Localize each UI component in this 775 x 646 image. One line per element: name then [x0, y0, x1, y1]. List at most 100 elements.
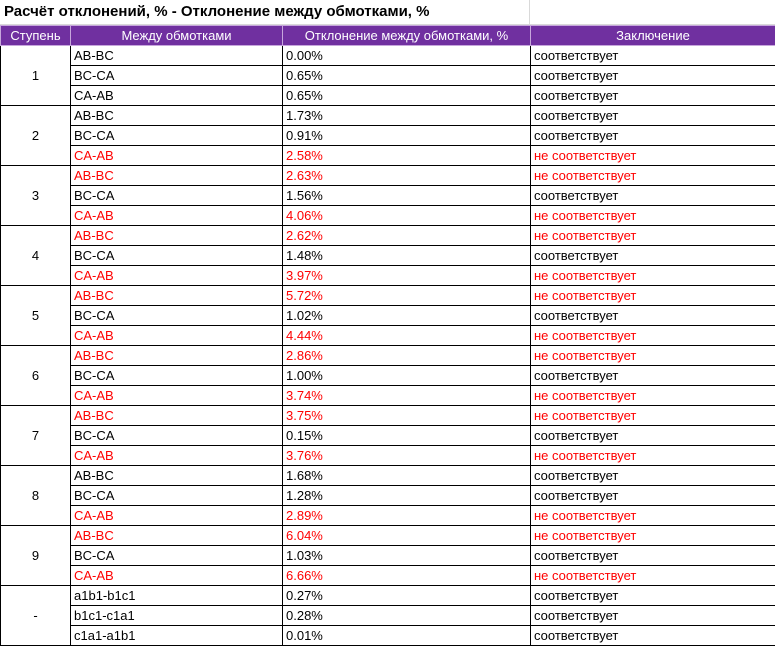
- deviation-cell[interactable]: 6.04%: [282, 525, 531, 546]
- deviation-cell[interactable]: 3.74%: [282, 385, 531, 406]
- step-cell[interactable]: -: [0, 585, 71, 646]
- pair-cell[interactable]: CA-AB: [70, 145, 283, 166]
- conclusion-cell[interactable]: соответствует: [530, 485, 775, 506]
- conclusion-cell[interactable]: не соответствует: [530, 225, 775, 246]
- conclusion-cell[interactable]: соответствует: [530, 545, 775, 566]
- deviation-cell[interactable]: 1.00%: [282, 365, 531, 386]
- deviation-cell[interactable]: 1.73%: [282, 105, 531, 126]
- deviation-cell[interactable]: 3.97%: [282, 265, 531, 286]
- pair-cell[interactable]: AB-BC: [70, 285, 283, 306]
- pair-cell[interactable]: a1b1-b1c1: [70, 585, 283, 606]
- pair-cell[interactable]: BC-CA: [70, 305, 283, 326]
- pair-cell[interactable]: CA-AB: [70, 385, 283, 406]
- conclusion-cell[interactable]: не соответствует: [530, 325, 775, 346]
- pair-cell[interactable]: AB-BC: [70, 105, 283, 126]
- deviation-cell[interactable]: 0.91%: [282, 125, 531, 146]
- deviation-cell[interactable]: 0.65%: [282, 85, 531, 106]
- step-cell[interactable]: 3: [0, 165, 71, 226]
- conclusion-cell[interactable]: соответствует: [530, 245, 775, 266]
- deviation-cell[interactable]: 3.76%: [282, 445, 531, 466]
- deviation-cell[interactable]: 1.56%: [282, 185, 531, 206]
- header-conclusion[interactable]: Заключение: [530, 25, 775, 46]
- header-step[interactable]: Ступень: [0, 25, 71, 46]
- step-cell[interactable]: 9: [0, 525, 71, 586]
- pair-cell[interactable]: AB-BC: [70, 525, 283, 546]
- step-cell[interactable]: 8: [0, 465, 71, 526]
- pair-cell[interactable]: CA-AB: [70, 325, 283, 346]
- pair-cell[interactable]: BC-CA: [70, 185, 283, 206]
- pair-cell[interactable]: CA-AB: [70, 265, 283, 286]
- step-cell[interactable]: 6: [0, 345, 71, 406]
- deviation-cell[interactable]: 1.48%: [282, 245, 531, 266]
- pair-cell[interactable]: AB-BC: [70, 345, 283, 366]
- deviation-cell[interactable]: 1.28%: [282, 485, 531, 506]
- deviation-cell[interactable]: 0.00%: [282, 45, 531, 66]
- step-cell[interactable]: 5: [0, 285, 71, 346]
- deviation-cell[interactable]: 3.75%: [282, 405, 531, 426]
- pair-cell[interactable]: CA-AB: [70, 505, 283, 526]
- pair-cell[interactable]: AB-BC: [70, 465, 283, 486]
- pair-cell[interactable]: BC-CA: [70, 65, 283, 86]
- deviation-cell[interactable]: 2.63%: [282, 165, 531, 186]
- conclusion-cell[interactable]: соответствует: [530, 125, 775, 146]
- conclusion-cell[interactable]: не соответствует: [530, 565, 775, 586]
- header-pair[interactable]: Между обмотками: [70, 25, 283, 46]
- conclusion-cell[interactable]: не соответствует: [530, 205, 775, 226]
- pair-cell[interactable]: BC-CA: [70, 425, 283, 446]
- conclusion-cell[interactable]: не соответствует: [530, 385, 775, 406]
- deviation-cell[interactable]: 0.27%: [282, 585, 531, 606]
- step-cell[interactable]: 7: [0, 405, 71, 466]
- pair-cell[interactable]: b1c1-c1a1: [70, 605, 283, 626]
- empty-cell[interactable]: [529, 0, 775, 24]
- conclusion-cell[interactable]: соответствует: [530, 65, 775, 86]
- pair-cell[interactable]: BC-CA: [70, 545, 283, 566]
- deviation-cell[interactable]: 2.58%: [282, 145, 531, 166]
- conclusion-cell[interactable]: соответствует: [530, 105, 775, 126]
- deviation-cell[interactable]: 1.03%: [282, 545, 531, 566]
- header-deviation[interactable]: Отклонение между обмотками, %: [282, 25, 531, 46]
- pair-cell[interactable]: BC-CA: [70, 245, 283, 266]
- deviation-cell[interactable]: 4.06%: [282, 205, 531, 226]
- conclusion-cell[interactable]: соответствует: [530, 625, 775, 646]
- pair-cell[interactable]: c1a1-a1b1: [70, 625, 283, 646]
- conclusion-cell[interactable]: не соответствует: [530, 145, 775, 166]
- conclusion-cell[interactable]: соответствует: [530, 585, 775, 606]
- step-cell[interactable]: 2: [0, 105, 71, 166]
- conclusion-cell[interactable]: не соответствует: [530, 265, 775, 286]
- conclusion-cell[interactable]: не соответствует: [530, 405, 775, 426]
- deviation-cell[interactable]: 1.68%: [282, 465, 531, 486]
- deviation-cell[interactable]: 1.02%: [282, 305, 531, 326]
- pair-cell[interactable]: AB-BC: [70, 165, 283, 186]
- deviation-cell[interactable]: 6.66%: [282, 565, 531, 586]
- conclusion-cell[interactable]: не соответствует: [530, 525, 775, 546]
- conclusion-cell[interactable]: соответствует: [530, 85, 775, 106]
- deviation-cell[interactable]: 2.86%: [282, 345, 531, 366]
- step-cell[interactable]: 1: [0, 45, 71, 106]
- conclusion-cell[interactable]: соответствует: [530, 305, 775, 326]
- sheet-title[interactable]: Расчёт отклонений, % - Отклонение между …: [4, 3, 430, 20]
- deviation-cell[interactable]: 0.01%: [282, 625, 531, 646]
- pair-cell[interactable]: BC-CA: [70, 365, 283, 386]
- pair-cell[interactable]: CA-AB: [70, 565, 283, 586]
- conclusion-cell[interactable]: соответствует: [530, 185, 775, 206]
- deviation-cell[interactable]: 2.62%: [282, 225, 531, 246]
- deviation-cell[interactable]: 2.89%: [282, 505, 531, 526]
- conclusion-cell[interactable]: не соответствует: [530, 445, 775, 466]
- conclusion-cell[interactable]: соответствует: [530, 425, 775, 446]
- pair-cell[interactable]: AB-BC: [70, 405, 283, 426]
- pair-cell[interactable]: BC-CA: [70, 125, 283, 146]
- conclusion-cell[interactable]: не соответствует: [530, 165, 775, 186]
- conclusion-cell[interactable]: соответствует: [530, 365, 775, 386]
- pair-cell[interactable]: CA-AB: [70, 205, 283, 226]
- step-cell[interactable]: 4: [0, 225, 71, 286]
- conclusion-cell[interactable]: соответствует: [530, 465, 775, 486]
- pair-cell[interactable]: CA-AB: [70, 85, 283, 106]
- pair-cell[interactable]: AB-BC: [70, 45, 283, 66]
- pair-cell[interactable]: BC-CA: [70, 485, 283, 506]
- deviation-cell[interactable]: 4.44%: [282, 325, 531, 346]
- conclusion-cell[interactable]: соответствует: [530, 605, 775, 626]
- conclusion-cell[interactable]: не соответствует: [530, 345, 775, 366]
- deviation-cell[interactable]: 0.28%: [282, 605, 531, 626]
- pair-cell[interactable]: AB-BC: [70, 225, 283, 246]
- deviation-cell[interactable]: 0.15%: [282, 425, 531, 446]
